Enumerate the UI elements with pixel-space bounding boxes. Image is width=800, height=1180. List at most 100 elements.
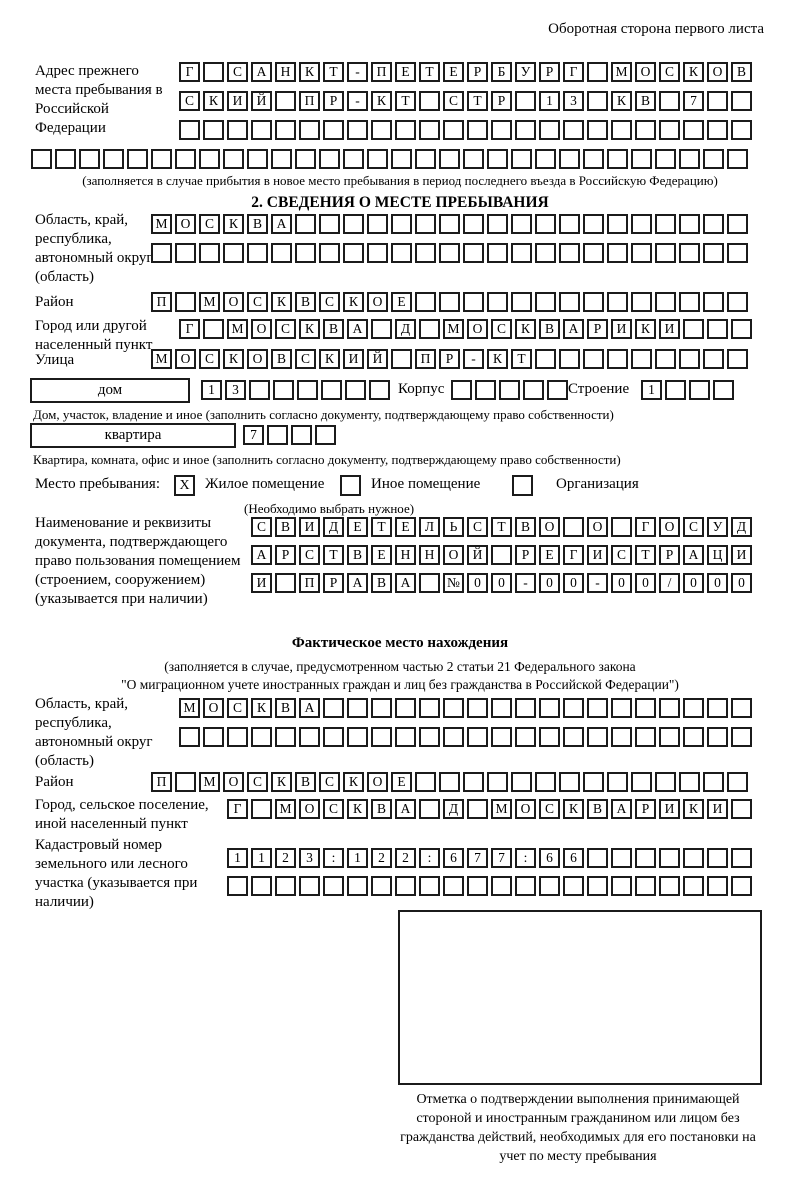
char-cell[interactable]: О bbox=[367, 772, 388, 792]
char-cell[interactable] bbox=[227, 727, 248, 747]
char-cell[interactable] bbox=[463, 292, 484, 312]
char-cell[interactable] bbox=[665, 380, 686, 400]
char-cell[interactable] bbox=[563, 727, 584, 747]
char-cell[interactable]: Й bbox=[251, 91, 272, 111]
char-cell[interactable] bbox=[655, 292, 676, 312]
char-cell[interactable] bbox=[635, 727, 656, 747]
char-cell[interactable]: / bbox=[659, 573, 680, 593]
char-cell[interactable] bbox=[659, 120, 680, 140]
char-cell[interactable]: Т bbox=[419, 62, 440, 82]
char-cell[interactable] bbox=[487, 292, 508, 312]
char-cell[interactable] bbox=[583, 149, 604, 169]
char-cell[interactable] bbox=[515, 120, 536, 140]
char-cell[interactable] bbox=[199, 149, 220, 169]
char-cell[interactable]: К bbox=[343, 292, 364, 312]
char-cell[interactable] bbox=[415, 292, 436, 312]
char-cell[interactable] bbox=[707, 319, 728, 339]
char-cell[interactable] bbox=[319, 149, 340, 169]
char-cell[interactable] bbox=[587, 727, 608, 747]
char-cell[interactable]: 1 bbox=[251, 848, 272, 868]
char-cell[interactable] bbox=[391, 243, 412, 263]
char-cell[interactable] bbox=[655, 214, 676, 234]
char-cell[interactable]: О bbox=[587, 517, 608, 537]
char-cell[interactable]: С bbox=[443, 91, 464, 111]
char-cell[interactable] bbox=[463, 772, 484, 792]
apartment-number-cells[interactable]: 7 bbox=[243, 425, 339, 446]
char-cell[interactable]: Г bbox=[227, 799, 248, 819]
char-cell[interactable]: В bbox=[347, 545, 368, 565]
char-cell[interactable] bbox=[179, 120, 200, 140]
char-cell[interactable]: 1 bbox=[347, 848, 368, 868]
char-cell[interactable]: Т bbox=[371, 517, 392, 537]
char-cell[interactable] bbox=[345, 380, 366, 400]
char-cell[interactable] bbox=[491, 545, 512, 565]
char-cell[interactable]: Р bbox=[491, 91, 512, 111]
char-cell[interactable]: О bbox=[175, 349, 196, 369]
char-cell[interactable] bbox=[443, 698, 464, 718]
char-cell[interactable]: М bbox=[227, 319, 248, 339]
char-cell[interactable] bbox=[251, 799, 272, 819]
char-cell[interactable] bbox=[703, 243, 724, 263]
char-cell[interactable] bbox=[491, 876, 512, 896]
char-cell[interactable] bbox=[267, 425, 288, 445]
char-cell[interactable]: А bbox=[611, 799, 632, 819]
char-cell[interactable] bbox=[659, 91, 680, 111]
char-cell[interactable]: О bbox=[635, 62, 656, 82]
char-cell[interactable] bbox=[419, 573, 440, 593]
char-cell[interactable] bbox=[587, 698, 608, 718]
char-cell[interactable] bbox=[535, 243, 556, 263]
char-cell[interactable]: В bbox=[731, 62, 752, 82]
char-cell[interactable] bbox=[539, 727, 560, 747]
char-cell[interactable]: М bbox=[151, 214, 172, 234]
char-cell[interactable]: Й bbox=[467, 545, 488, 565]
char-cell[interactable] bbox=[703, 772, 724, 792]
char-cell[interactable] bbox=[679, 292, 700, 312]
char-cell[interactable] bbox=[321, 380, 342, 400]
char-cell[interactable]: К bbox=[299, 319, 320, 339]
char-cell[interactable]: И bbox=[611, 319, 632, 339]
char-cell[interactable]: 6 bbox=[443, 848, 464, 868]
char-cell[interactable]: О bbox=[467, 319, 488, 339]
char-cell[interactable]: О bbox=[247, 349, 268, 369]
char-cell[interactable]: : bbox=[515, 848, 536, 868]
char-cell[interactable]: В bbox=[371, 799, 392, 819]
char-cell[interactable]: С bbox=[539, 799, 560, 819]
char-cell[interactable] bbox=[439, 149, 460, 169]
char-cell[interactable] bbox=[559, 349, 580, 369]
char-cell[interactable]: С bbox=[275, 319, 296, 339]
char-cell[interactable]: П bbox=[371, 62, 392, 82]
char-cell[interactable]: Е bbox=[443, 62, 464, 82]
char-cell[interactable] bbox=[731, 799, 752, 819]
char-cell[interactable] bbox=[511, 772, 532, 792]
char-cell[interactable]: П bbox=[299, 91, 320, 111]
char-cell[interactable] bbox=[419, 319, 440, 339]
char-cell[interactable] bbox=[631, 349, 652, 369]
char-cell[interactable] bbox=[203, 727, 224, 747]
char-cell[interactable]: Г bbox=[563, 545, 584, 565]
char-cell[interactable] bbox=[251, 727, 272, 747]
char-cell[interactable] bbox=[607, 292, 628, 312]
char-cell[interactable] bbox=[175, 292, 196, 312]
char-cell[interactable] bbox=[703, 214, 724, 234]
char-cell[interactable] bbox=[487, 243, 508, 263]
char-cell[interactable] bbox=[291, 425, 312, 445]
char-cell[interactable]: - bbox=[347, 62, 368, 82]
char-cell[interactable] bbox=[655, 772, 676, 792]
char-cell[interactable]: Т bbox=[323, 62, 344, 82]
char-cell[interactable]: О bbox=[223, 292, 244, 312]
char-cell[interactable]: А bbox=[563, 319, 584, 339]
char-cell[interactable]: - bbox=[347, 91, 368, 111]
char-cell[interactable]: 0 bbox=[611, 573, 632, 593]
char-cell[interactable]: В bbox=[275, 698, 296, 718]
char-cell[interactable] bbox=[151, 149, 172, 169]
char-cell[interactable]: О bbox=[299, 799, 320, 819]
char-cell[interactable]: С bbox=[227, 62, 248, 82]
char-cell[interactable] bbox=[683, 727, 704, 747]
char-cell[interactable]: Й bbox=[367, 349, 388, 369]
char-cell[interactable]: К bbox=[371, 91, 392, 111]
char-cell[interactable]: : bbox=[419, 848, 440, 868]
char-cell[interactable]: Е bbox=[391, 772, 412, 792]
char-cell[interactable]: И bbox=[587, 545, 608, 565]
char-cell[interactable]: 1 bbox=[201, 380, 222, 400]
char-cell[interactable] bbox=[323, 727, 344, 747]
